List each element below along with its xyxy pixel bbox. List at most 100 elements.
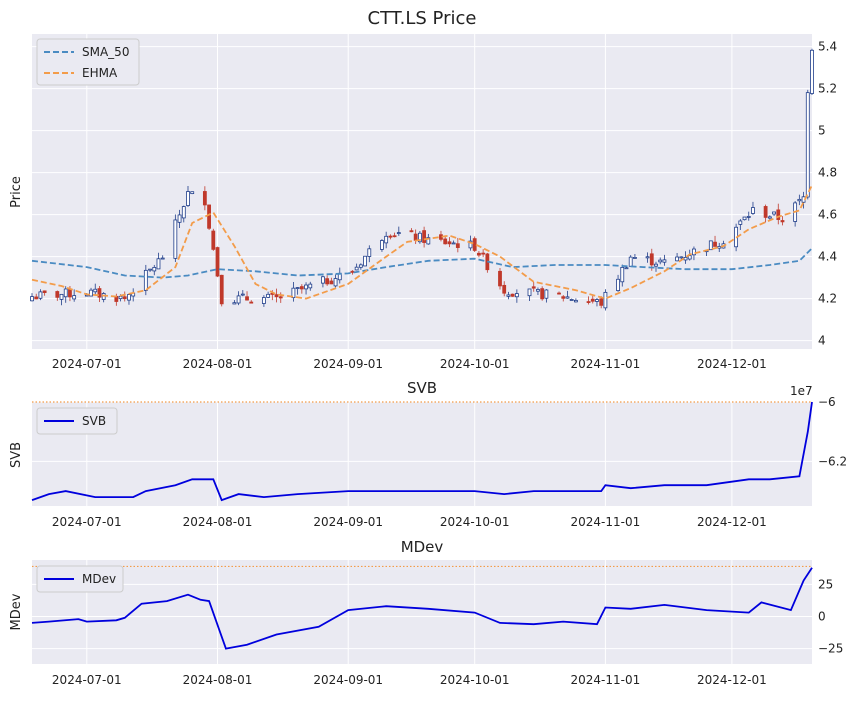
x-tick-label: 2024-12-01: [697, 357, 767, 371]
candle-body: [603, 291, 608, 309]
y-tick-label: 4.8: [818, 166, 837, 180]
candle-body: [624, 267, 629, 270]
y-tick-label: 0: [818, 609, 826, 623]
candle-body: [738, 220, 743, 225]
candle-body: [34, 296, 39, 300]
candle-body: [628, 256, 633, 267]
candle-body: [708, 240, 713, 251]
candle-body: [649, 253, 654, 266]
x-tick-label: 2024-07-01: [52, 515, 122, 529]
series-line-sma-50: [31, 247, 813, 279]
candle-body: [367, 248, 372, 257]
candle-body: [763, 206, 768, 218]
candle-body: [396, 232, 401, 234]
y-tick-label: −25: [818, 642, 843, 656]
svb-y-label: SVB: [9, 442, 24, 468]
svb-y-ticks: −6.2 −6: [818, 395, 847, 468]
series-line-svb: [31, 401, 813, 502]
y-tick-label: −6.2: [818, 454, 847, 468]
candle-body: [679, 256, 684, 259]
candle-body: [354, 266, 359, 271]
x-tick-label: 2024-09-01: [313, 515, 383, 529]
candle-body: [561, 296, 566, 299]
candle-body: [148, 268, 152, 271]
candle-body: [797, 198, 802, 202]
candle-body: [68, 289, 72, 298]
candle-body: [675, 256, 679, 262]
price-y-ticks: 4 4.2 4.4 4.6 4.8 5 5.2 5.4: [818, 40, 837, 348]
x-tick-label: 2024-11-01: [571, 357, 641, 371]
candle-body: [236, 295, 241, 304]
candle-body: [417, 232, 422, 243]
svb-legend-box: [36, 407, 118, 435]
candle-body: [540, 288, 545, 300]
candle-body: [569, 299, 574, 301]
candle-body: [143, 269, 148, 291]
y-tick-label: 25: [818, 577, 833, 591]
candle-body: [55, 291, 60, 298]
candle-body: [38, 291, 43, 299]
svb-offset-text: 1e7: [790, 384, 813, 398]
candle-body: [384, 235, 389, 244]
candle-body: [506, 294, 511, 297]
candle-body: [557, 292, 561, 295]
candle-body: [177, 214, 182, 223]
candle-body: [186, 191, 190, 206]
candle-body: [333, 278, 338, 287]
candle-body: [202, 191, 207, 206]
candle-body: [767, 216, 772, 219]
candle-body: [274, 294, 279, 298]
mdev-lines: [31, 565, 813, 650]
x-tick-label: 2024-10-01: [440, 515, 510, 529]
candle-body: [329, 280, 334, 285]
candle-body: [363, 255, 367, 267]
candle-body: [388, 235, 393, 238]
candle-body: [616, 278, 620, 291]
price-title: CTT.LS Price: [368, 8, 477, 29]
candle-body: [278, 296, 283, 299]
candle-body: [527, 288, 532, 297]
y-tick-label: 5.4: [818, 40, 837, 54]
candle-body: [451, 242, 456, 245]
candle-body: [776, 209, 781, 220]
mdev-title: MDev: [401, 538, 444, 556]
mdev-y-ticks: −25 0 25: [818, 577, 843, 655]
x-tick-label: 2024-08-01: [183, 673, 253, 687]
candle-body: [173, 219, 178, 259]
legend-label-svb: SVB: [82, 414, 106, 428]
candle-body: [544, 289, 549, 299]
candle-body: [392, 235, 397, 238]
mdev-plot-area: [32, 560, 812, 664]
candle-body: [232, 302, 237, 305]
candle-body: [160, 257, 165, 260]
x-tick-label: 2024-10-01: [440, 357, 510, 371]
y-tick-label: 5: [818, 124, 826, 138]
candle-body: [805, 92, 810, 198]
candle-body: [42, 290, 47, 293]
candle-body: [498, 270, 502, 287]
candle-body: [443, 238, 448, 245]
candle-body: [156, 258, 161, 270]
candle-body: [215, 247, 220, 277]
candle-body: [455, 243, 460, 248]
x-tick-label: 2024-07-01: [52, 673, 122, 687]
candle-body: [481, 252, 486, 255]
candle-body: [772, 211, 776, 215]
candle-body: [687, 255, 692, 260]
candle-body: [93, 288, 98, 293]
candle-body: [321, 276, 325, 284]
candle-body: [654, 263, 658, 267]
candle-body: [325, 278, 330, 285]
candle-body: [127, 294, 131, 301]
x-tick-label: 2024-07-01: [52, 357, 122, 371]
price-legend: SMA_50 EHMA: [36, 38, 140, 86]
candle-body: [266, 293, 271, 298]
candle-body: [595, 299, 599, 302]
legend-label-ehma: EHMA: [82, 66, 118, 80]
svb-title: SVB: [407, 379, 437, 397]
candle-body: [245, 296, 249, 301]
candle-body: [531, 286, 536, 289]
candle-body: [510, 293, 515, 297]
y-tick-label: 4.2: [818, 292, 837, 306]
